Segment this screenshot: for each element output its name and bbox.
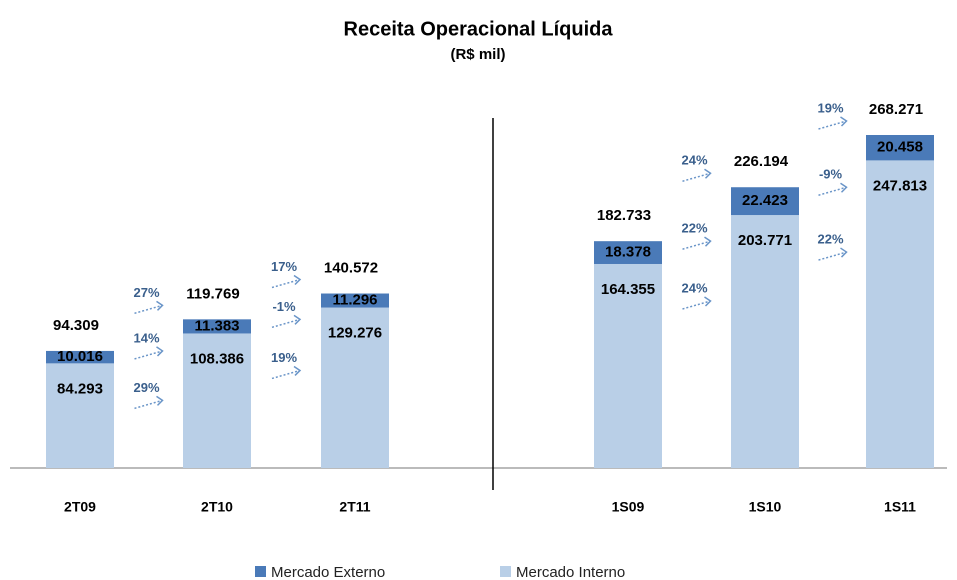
growth-label: 19% — [271, 350, 297, 365]
growth-arrow — [134, 399, 163, 410]
growth-label: 17% — [271, 259, 297, 274]
bar-segment — [731, 187, 799, 216]
value-label: 11.383 — [194, 317, 239, 334]
growth-arrowhead — [156, 346, 164, 357]
total-label: 226.194 — [734, 153, 789, 170]
growth-label: 19% — [817, 100, 843, 115]
growth-arrow — [682, 240, 711, 250]
bar-segment — [594, 263, 662, 468]
value-label: 247.813 — [873, 177, 927, 194]
growth-arrowhead — [293, 314, 302, 325]
total-label: 268.271 — [869, 101, 923, 118]
growth-label: 24% — [681, 280, 707, 295]
growth-arrow — [271, 318, 301, 329]
growth-label: -1% — [272, 299, 296, 314]
growth-arrowhead — [704, 296, 712, 307]
growth-label: 22% — [681, 221, 707, 236]
value-label: 20.458 — [877, 139, 923, 156]
growth-arrow — [271, 369, 301, 380]
total-label: 94.309 — [53, 317, 99, 334]
growth-arrowhead — [293, 274, 302, 286]
legend-label: Mercado Interno — [516, 564, 625, 580]
value-label: 11.296 — [332, 291, 377, 308]
legend-swatch — [255, 566, 266, 577]
total-label: 140.572 — [324, 259, 378, 276]
x-tick-label: 1S09 — [612, 499, 645, 515]
chart-title: Receita Operacional Líquida — [344, 18, 614, 40]
bar-segment — [183, 333, 251, 468]
growth-arrowhead — [293, 365, 302, 376]
total-label: 182.733 — [597, 207, 651, 224]
bar-segment — [866, 135, 934, 161]
value-label: 108.386 — [190, 350, 244, 367]
bar-segment — [321, 293, 389, 308]
value-label: 22.423 — [742, 192, 788, 209]
growth-arrow — [134, 350, 163, 360]
growth-label: 27% — [133, 285, 159, 300]
value-label: 129.276 — [328, 325, 382, 342]
x-tick-label: 1S11 — [884, 499, 916, 515]
growth-arrow — [271, 278, 301, 289]
growth-arrowhead — [840, 247, 848, 258]
growth-arrowhead — [156, 300, 164, 311]
growth-arrow — [682, 300, 711, 310]
growth-label: 22% — [817, 232, 843, 247]
bar-segment — [866, 160, 934, 468]
value-label: 84.293 — [57, 380, 103, 397]
growth-arrow — [134, 304, 163, 315]
value-label: 18.378 — [605, 244, 651, 261]
x-tick-label: 2T09 — [64, 499, 96, 515]
bar-segment — [46, 350, 114, 364]
growth-arrowhead — [840, 182, 848, 193]
bar-segment — [321, 307, 389, 468]
growth-label: -9% — [819, 167, 843, 182]
growth-arrow — [818, 251, 847, 261]
chart-subtitle: (R$ mil) — [450, 46, 505, 63]
growth-arrowhead — [840, 116, 848, 127]
x-tick-label: 2T11 — [339, 499, 370, 515]
bar-segment — [46, 363, 114, 468]
value-label: 203.771 — [738, 232, 792, 249]
growth-arrowhead — [704, 168, 712, 179]
x-tick-label: 1S10 — [749, 499, 782, 515]
bar-segment — [731, 215, 799, 468]
total-label: 119.769 — [186, 285, 239, 302]
growth-arrowhead — [704, 236, 712, 247]
bar-segment — [594, 241, 662, 264]
x-tick-label: 2T10 — [201, 499, 233, 515]
value-label: 10.016 — [57, 348, 103, 365]
growth-arrow — [818, 120, 847, 130]
bar-segment — [183, 319, 251, 334]
growth-label: 24% — [681, 153, 707, 168]
legend-swatch — [500, 566, 511, 577]
growth-arrow — [682, 172, 711, 182]
growth-arrowhead — [156, 395, 164, 406]
growth-label: 29% — [133, 380, 159, 395]
growth-arrow — [818, 186, 847, 196]
legend-label: Mercado Externo — [271, 564, 385, 580]
value-label: 164.355 — [601, 281, 655, 298]
growth-label: 14% — [133, 330, 159, 345]
